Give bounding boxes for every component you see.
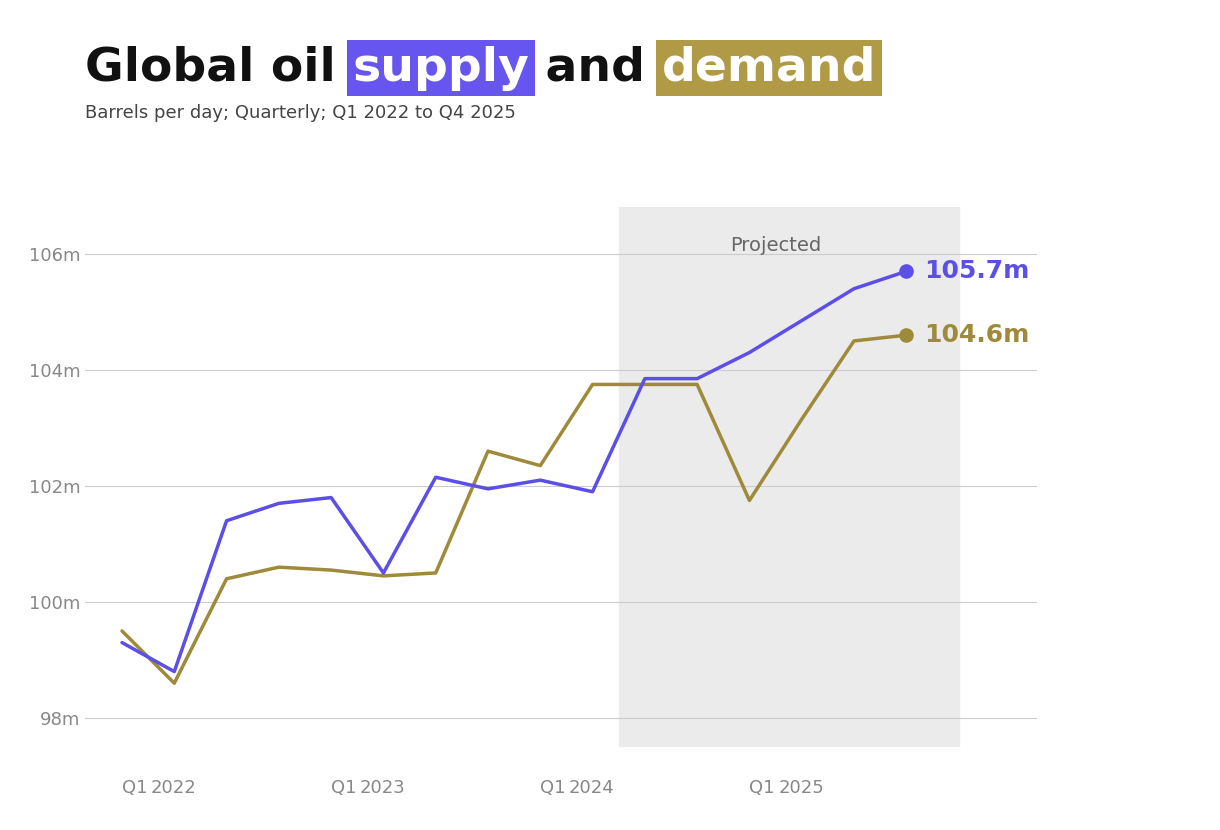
Text: 2023: 2023 — [360, 779, 405, 797]
Text: 105.7m: 105.7m — [925, 259, 1030, 283]
Point — [897, 329, 916, 342]
Text: 2024: 2024 — [569, 779, 615, 797]
Point — [897, 265, 916, 278]
Text: Q1: Q1 — [331, 779, 356, 797]
Text: demand: demand — [662, 46, 876, 90]
Text: Projected: Projected — [730, 236, 821, 255]
Text: supply: supply — [353, 46, 529, 90]
Text: Global oil: Global oil — [85, 46, 353, 90]
Text: Q1: Q1 — [122, 779, 148, 797]
Text: 2025: 2025 — [778, 779, 824, 797]
Text: 104.6m: 104.6m — [925, 323, 1030, 347]
Text: Barrels per day; Quarterly; Q1 2022 to Q4 2025: Barrels per day; Quarterly; Q1 2022 to Q… — [85, 104, 516, 122]
Text: 2022: 2022 — [151, 779, 196, 797]
Text: Q1: Q1 — [540, 779, 566, 797]
Text: Q1: Q1 — [749, 779, 775, 797]
Text: and: and — [529, 46, 662, 90]
Bar — [619, 208, 959, 747]
